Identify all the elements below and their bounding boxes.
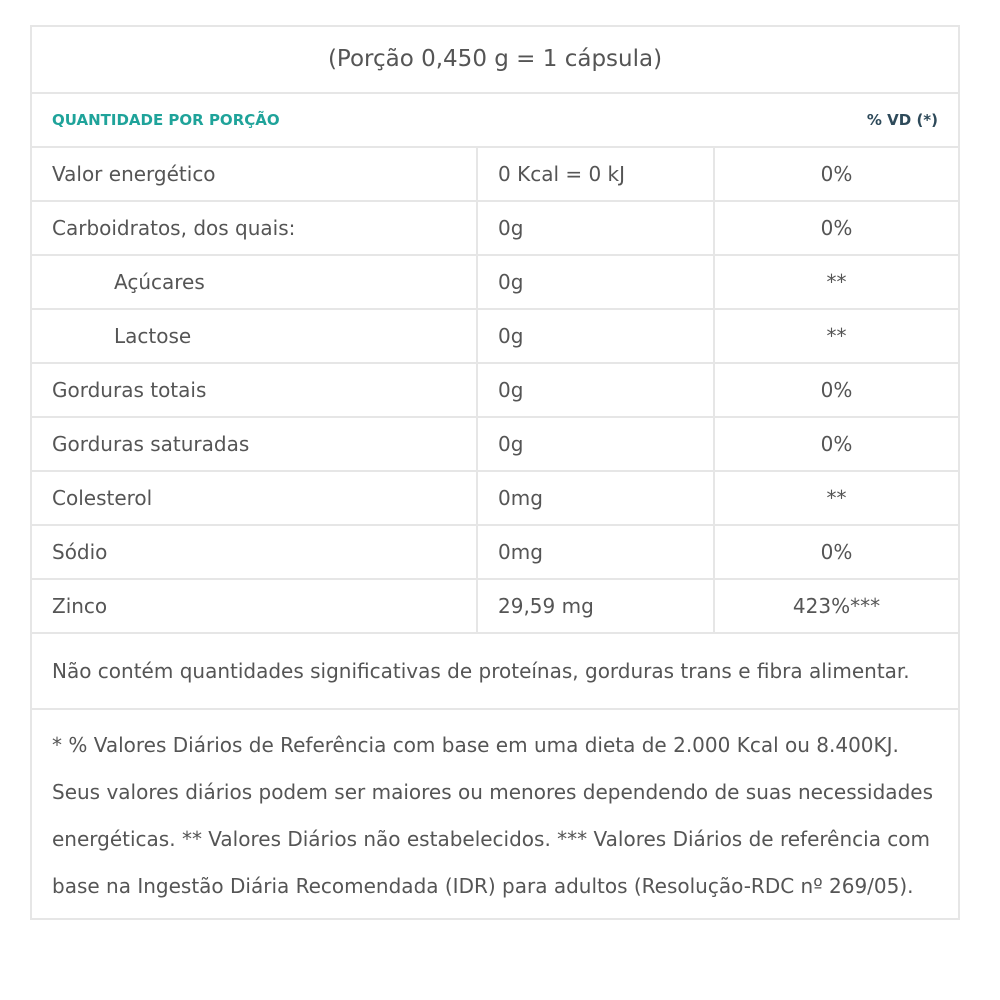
- nutrient-amount: 0g: [478, 256, 715, 308]
- nutrient-amount: 0mg: [478, 526, 715, 578]
- table-row: Gorduras totais 0g 0%: [32, 364, 958, 418]
- table-row: Colesterol 0mg **: [32, 472, 958, 526]
- table-row: Açúcares 0g **: [32, 256, 958, 310]
- nutrient-name: Gorduras totais: [32, 364, 478, 416]
- nutrient-amount: 0g: [478, 202, 715, 254]
- serving-title: (Porção 0,450 g = 1 cápsula): [32, 27, 958, 94]
- nutrient-name: Colesterol: [32, 472, 478, 524]
- note: Não contém quantidades significativas de…: [32, 634, 958, 710]
- table-row: Sódio 0mg 0%: [32, 526, 958, 580]
- table-header: QUANTIDADE POR PORÇÃO % VD (*): [32, 94, 958, 148]
- nutrient-vd: 0%: [820, 216, 853, 240]
- nutrient-vd: 0%: [820, 540, 853, 564]
- nutrient-amount: 29,59 mg: [478, 580, 715, 632]
- nutrient-name: Carboidratos, dos quais:: [32, 202, 478, 254]
- nutrient-name: Gorduras saturadas: [32, 418, 478, 470]
- table-row: Valor energético 0 Kcal = 0 kJ 0%: [32, 148, 958, 202]
- nutrient-amount: 0g: [478, 364, 715, 416]
- nutrient-name: Açúcares: [32, 256, 478, 308]
- nutrient-amount: 0g: [478, 418, 715, 470]
- footnote: * % Valores Diários de Referência com ba…: [52, 733, 933, 898]
- nutrition-table: (Porção 0,450 g = 1 cápsula) QUANTIDADE …: [30, 25, 960, 920]
- nutrient-name: Valor energético: [32, 148, 478, 200]
- table-row: Lactose 0g **: [32, 310, 958, 364]
- nutrient-vd: 0%: [820, 378, 853, 402]
- nutrient-amount: 0mg: [478, 472, 715, 524]
- nutrient-vd: **: [826, 270, 847, 294]
- quantity-header: QUANTIDADE POR PORÇÃO: [52, 111, 280, 129]
- vd-header: % VD (*): [866, 111, 938, 129]
- table-row: Zinco 29,59 mg 423%***: [32, 580, 958, 634]
- nutrient-vd: 0%: [820, 432, 853, 456]
- nutrient-rows: Valor energético 0 Kcal = 0 kJ 0% Carboidra…: [32, 148, 958, 634]
- nutrient-vd: **: [826, 324, 847, 348]
- nutrient-name: Lactose: [32, 310, 478, 362]
- nutrient-amount: 0 Kcal = 0 kJ: [478, 148, 715, 200]
- nutrient-vd: 0%: [820, 162, 853, 186]
- nutrient-name: Sódio: [32, 526, 478, 578]
- table-row: Gorduras saturadas 0g 0%: [32, 418, 958, 472]
- nutrient-name: Zinco: [32, 580, 478, 632]
- nutrient-vd: **: [826, 486, 847, 510]
- nutrient-vd: 423%***: [792, 594, 881, 618]
- table-row: Carboidratos, dos quais: 0g 0%: [32, 202, 958, 256]
- nutrient-amount: 0g: [478, 310, 715, 362]
